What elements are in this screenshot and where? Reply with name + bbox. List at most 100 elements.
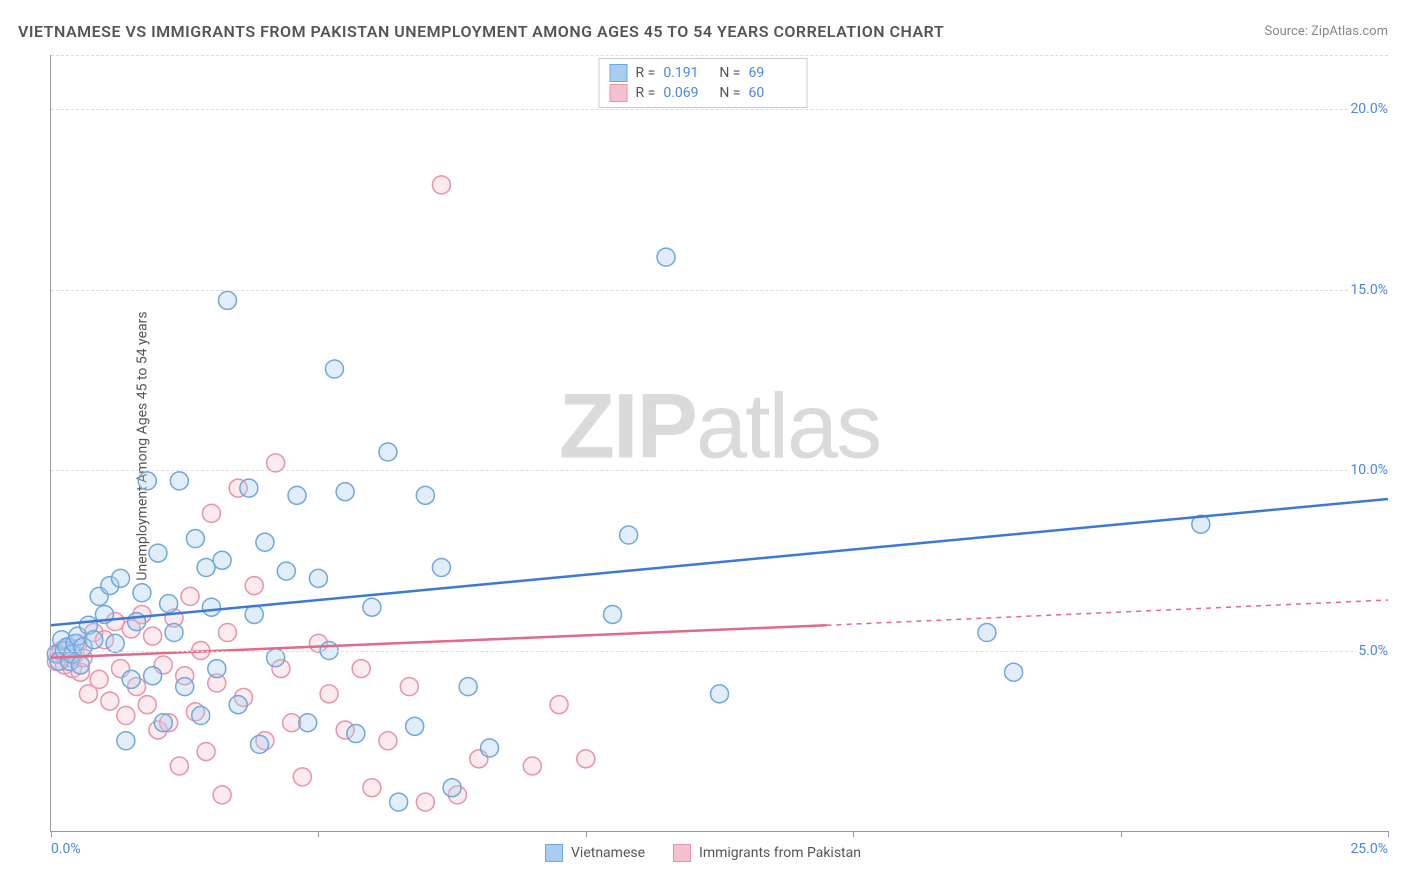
- scatter-point: [90, 670, 108, 688]
- scatter-point: [443, 779, 461, 797]
- scatter-point: [202, 598, 220, 616]
- scatter-point: [138, 696, 156, 714]
- scatter-point: [620, 526, 638, 544]
- scatter-point: [85, 631, 103, 649]
- swatch-pakistan: [610, 84, 628, 102]
- scatter-point: [1005, 663, 1023, 681]
- scatter-point: [251, 735, 269, 753]
- r-label-0: R =: [636, 65, 656, 81]
- scatter-point: [165, 623, 183, 641]
- scatter-point: [154, 714, 172, 732]
- scatter-point: [112, 569, 130, 587]
- scatter-point: [202, 504, 220, 522]
- scatter-point: [379, 443, 397, 461]
- stats-row-1: R = 0.069 N = 60: [610, 83, 797, 103]
- scatter-point: [101, 692, 119, 710]
- scatter-point: [256, 533, 274, 551]
- plot-area: ZIPatlas 0.0% 25.0% 5.0%10.0%15.0%20.0%: [50, 55, 1388, 832]
- scatter-point: [293, 768, 311, 786]
- scatter-point: [406, 717, 424, 735]
- scatter-point: [213, 551, 231, 569]
- x-origin-label: 0.0%: [51, 841, 81, 857]
- trendline-pakistan-dashed: [826, 600, 1388, 625]
- scatter-point: [459, 678, 477, 696]
- scatter-point: [363, 779, 381, 797]
- legend-label-vietnamese: Vietnamese: [571, 845, 645, 861]
- scatter-point: [149, 544, 167, 562]
- legend-item-vietnamese: Vietnamese: [545, 844, 645, 862]
- scatter-point: [379, 732, 397, 750]
- scatter-point: [245, 605, 263, 623]
- scatter-point: [117, 707, 135, 725]
- scatter-point: [347, 725, 365, 743]
- scatter-point: [170, 757, 188, 775]
- scatter-point: [416, 793, 434, 811]
- scatter-point: [71, 656, 89, 674]
- legend-swatch-vietnamese: [545, 844, 563, 862]
- n-value-1: 60: [748, 85, 796, 101]
- y-tick-label: 20.0%: [1348, 101, 1390, 117]
- scatter-point: [432, 559, 450, 577]
- scatter-point: [390, 793, 408, 811]
- scatter-point: [192, 707, 210, 725]
- source-attribution: Source: ZipAtlas.com: [1264, 24, 1388, 39]
- stats-legend: R = 0.191 N = 69 R = 0.069 N = 60: [599, 58, 808, 108]
- r-label-1: R =: [636, 85, 656, 101]
- swatch-vietnamese: [610, 64, 628, 82]
- scatter-point: [309, 569, 327, 587]
- x-max-label: 25.0%: [1350, 841, 1388, 857]
- scatter-point: [181, 587, 199, 605]
- scatter-point: [197, 559, 215, 577]
- scatter-point: [400, 678, 418, 696]
- scatter-point: [577, 750, 595, 768]
- y-tick-label: 5.0%: [1356, 643, 1390, 659]
- scatter-point: [288, 486, 306, 504]
- scatter-point: [245, 577, 263, 595]
- bottom-legend: Vietnamese Immigrants from Pakistan: [545, 844, 861, 862]
- r-value-1: 0.069: [663, 85, 711, 101]
- scatter-point: [133, 584, 151, 602]
- scatter-point: [213, 786, 231, 804]
- chart-container: VIETNAMESE VS IMMIGRANTS FROM PAKISTAN U…: [0, 0, 1406, 892]
- scatter-point: [122, 670, 140, 688]
- legend-label-pakistan: Immigrants from Pakistan: [699, 845, 861, 861]
- scatter-point: [352, 660, 370, 678]
- legend-swatch-pakistan: [673, 844, 691, 862]
- scatter-point: [144, 667, 162, 685]
- scatter-point: [657, 248, 675, 266]
- scatter-point: [363, 598, 381, 616]
- scatter-point: [197, 743, 215, 761]
- scatter-point: [144, 627, 162, 645]
- n-label-0: N =: [719, 65, 740, 81]
- scatter-point: [481, 739, 499, 757]
- scatter-point: [240, 479, 258, 497]
- y-tick-label: 10.0%: [1348, 462, 1390, 478]
- scatter-point: [208, 660, 226, 678]
- stats-row-0: R = 0.191 N = 69: [610, 63, 797, 83]
- scatter-point: [523, 757, 541, 775]
- scatter-point: [711, 685, 729, 703]
- scatter-point: [432, 176, 450, 194]
- scatter-point: [277, 562, 295, 580]
- chart-title: VIETNAMESE VS IMMIGRANTS FROM PAKISTAN U…: [18, 22, 944, 41]
- scatter-point: [218, 623, 236, 641]
- y-tick-label: 15.0%: [1348, 282, 1390, 298]
- legend-item-pakistan: Immigrants from Pakistan: [673, 844, 861, 862]
- scatter-point: [160, 595, 178, 613]
- scatter-point: [550, 696, 568, 714]
- scatter-point: [117, 732, 135, 750]
- scatter-point: [186, 530, 204, 548]
- trendline-vietnamese: [51, 499, 1388, 625]
- n-label-1: N =: [719, 85, 740, 101]
- scatter-point: [138, 472, 156, 490]
- scatter-point: [978, 623, 996, 641]
- scatter-point: [218, 291, 236, 309]
- r-value-0: 0.191: [663, 65, 711, 81]
- scatter-point: [604, 605, 622, 623]
- scatter-point: [299, 714, 317, 732]
- scatter-point: [325, 360, 343, 378]
- scatter-point: [336, 483, 354, 501]
- scatter-point: [229, 696, 247, 714]
- scatter-point: [416, 486, 434, 504]
- scatter-point: [176, 678, 194, 696]
